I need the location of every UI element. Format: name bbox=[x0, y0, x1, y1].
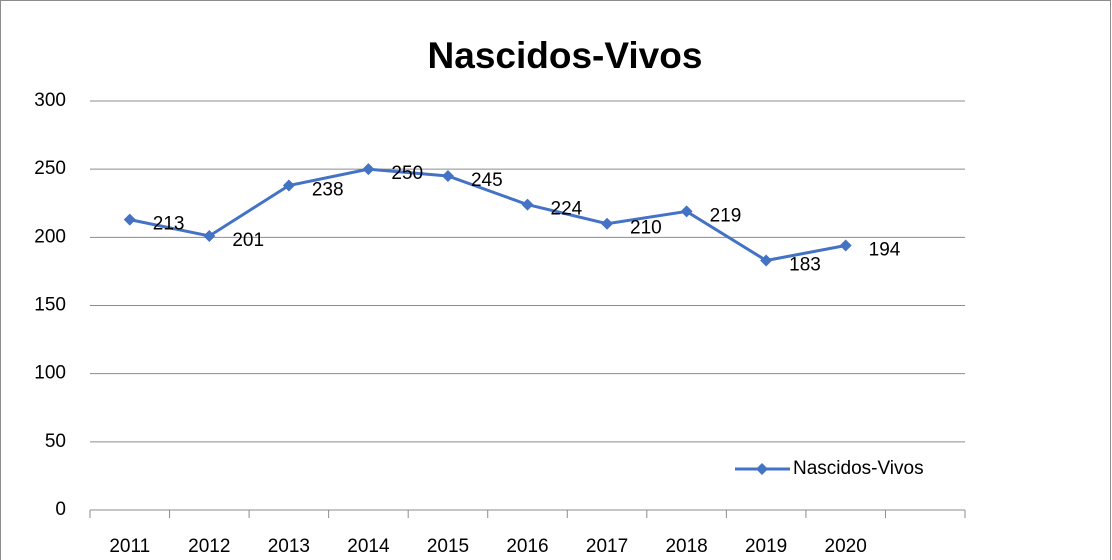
data-label: 245 bbox=[471, 170, 503, 191]
series-line bbox=[129, 167, 846, 263]
x-tick-label: 2016 bbox=[506, 536, 548, 557]
legend-label: Nascidos-Vivos bbox=[793, 458, 924, 479]
data-label: 213 bbox=[153, 214, 185, 235]
point-marker bbox=[760, 254, 773, 267]
x-tick-label: 2015 bbox=[427, 536, 469, 557]
data-label: 183 bbox=[789, 255, 821, 276]
data-label: 210 bbox=[630, 218, 662, 239]
point-marker bbox=[362, 163, 375, 176]
x-tick-label: 2014 bbox=[347, 536, 390, 557]
x-tick-label: 2019 bbox=[745, 536, 787, 557]
point-marker bbox=[123, 213, 136, 226]
x-tick-label: 2012 bbox=[188, 536, 230, 557]
y-tick-label: 250 bbox=[34, 158, 66, 179]
data-label: 250 bbox=[391, 163, 423, 184]
y-tick-label: 0 bbox=[55, 499, 66, 520]
data-label: 219 bbox=[710, 205, 742, 226]
y-tick-label: 100 bbox=[34, 363, 66, 384]
chart-title: Nascidos-Vivos bbox=[428, 35, 703, 76]
y-tick-label: 150 bbox=[34, 295, 66, 316]
data-label: 224 bbox=[551, 199, 583, 220]
x-tick-label: 2018 bbox=[665, 536, 707, 557]
x-tick-label: 2013 bbox=[268, 536, 310, 557]
y-tick-label: 200 bbox=[34, 226, 66, 247]
legend-marker bbox=[756, 463, 768, 475]
point-marker bbox=[680, 205, 693, 218]
data-label: 194 bbox=[869, 240, 901, 261]
x-tick-label: 2011 bbox=[109, 536, 150, 557]
data-label: 238 bbox=[312, 180, 344, 201]
data-label: 201 bbox=[232, 230, 264, 251]
y-tick-label: 300 bbox=[34, 90, 66, 111]
point-marker bbox=[839, 239, 852, 252]
y-tick-label: 50 bbox=[45, 431, 66, 452]
point-marker bbox=[203, 229, 216, 242]
x-tick-label: 2017 bbox=[586, 536, 628, 557]
point-marker bbox=[441, 169, 454, 182]
point-marker bbox=[521, 198, 534, 211]
point-marker bbox=[282, 179, 295, 192]
x-tick-label: 2020 bbox=[825, 536, 867, 557]
point-marker bbox=[601, 217, 614, 230]
